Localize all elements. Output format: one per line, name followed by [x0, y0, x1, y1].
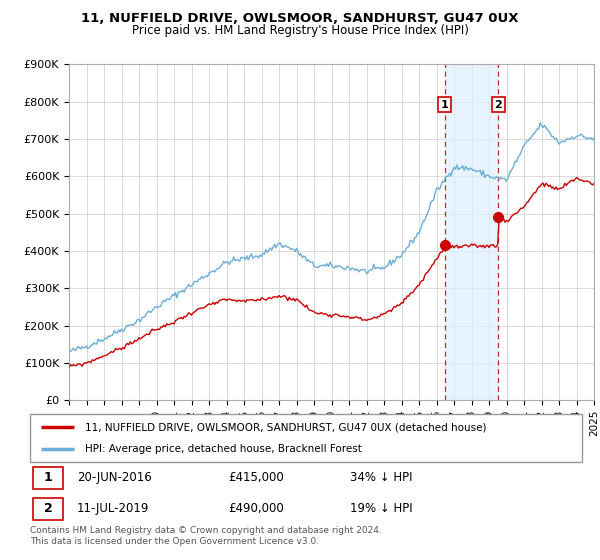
Text: 20-JUN-2016: 20-JUN-2016 — [77, 472, 152, 484]
Text: Contains HM Land Registry data © Crown copyright and database right 2024.
This d: Contains HM Land Registry data © Crown c… — [30, 526, 382, 546]
Bar — [33, 466, 63, 489]
Text: 19% ↓ HPI: 19% ↓ HPI — [350, 502, 413, 516]
Text: 11, NUFFIELD DRIVE, OWLSMOOR, SANDHURST, GU47 0UX (detached house): 11, NUFFIELD DRIVE, OWLSMOOR, SANDHURST,… — [85, 422, 487, 432]
Text: 2: 2 — [44, 502, 52, 516]
Text: 1: 1 — [441, 100, 449, 110]
Bar — [445, 64, 498, 400]
Text: £415,000: £415,000 — [229, 472, 284, 484]
Bar — [33, 498, 63, 520]
Text: 2: 2 — [494, 100, 502, 110]
Text: £490,000: £490,000 — [229, 502, 284, 516]
Text: Price paid vs. HM Land Registry's House Price Index (HPI): Price paid vs. HM Land Registry's House … — [131, 24, 469, 37]
Text: 11-JUL-2019: 11-JUL-2019 — [77, 502, 149, 516]
Text: 11, NUFFIELD DRIVE, OWLSMOOR, SANDHURST, GU47 0UX: 11, NUFFIELD DRIVE, OWLSMOOR, SANDHURST,… — [81, 12, 519, 25]
Text: 1: 1 — [44, 472, 52, 484]
Text: HPI: Average price, detached house, Bracknell Forest: HPI: Average price, detached house, Brac… — [85, 444, 362, 454]
Text: 34% ↓ HPI: 34% ↓ HPI — [350, 472, 413, 484]
